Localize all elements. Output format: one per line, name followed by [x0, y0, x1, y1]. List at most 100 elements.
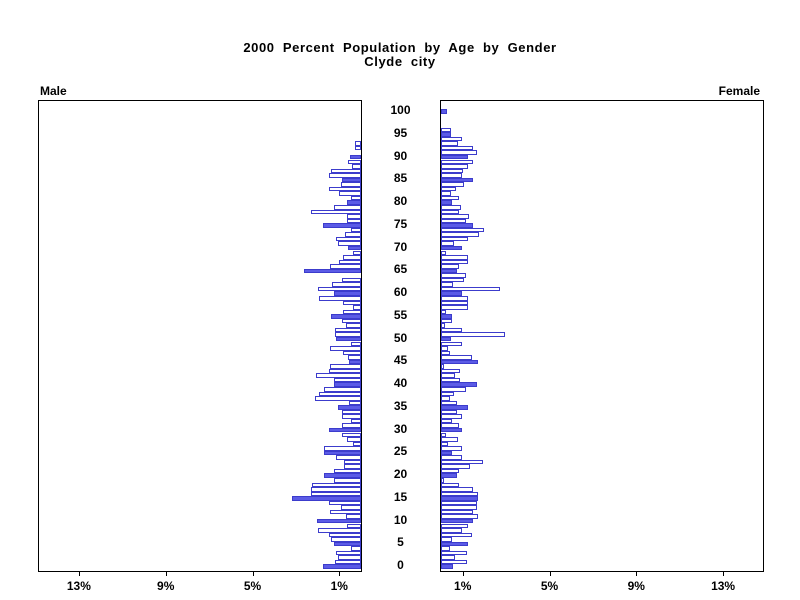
female-bar-age-54 — [441, 318, 452, 324]
female-bar-age-1 — [441, 559, 467, 565]
male-bar-age-68 — [342, 255, 361, 260]
chart-title-line2: Clyde city — [364, 54, 436, 69]
age-axis-label-75: 75 — [393, 216, 408, 231]
male-axis-tick-label-5: 5% — [243, 579, 262, 593]
female-bar-age-22 — [441, 464, 471, 469]
female-bar-age-45 — [441, 359, 478, 365]
female-bar-age-35 — [441, 405, 468, 410]
male-axis-tick-1 — [339, 571, 341, 576]
female-bar-age-51 — [441, 332, 505, 337]
female-bar-age-50 — [441, 336, 451, 342]
female-bar-age-94 — [441, 136, 463, 142]
female-bar-age-25 — [441, 450, 452, 456]
female-bar-age-69 — [441, 250, 446, 256]
age-axis-label-100: 100 — [390, 103, 411, 118]
male-bar-age-65 — [303, 268, 361, 274]
male-bar-age-45 — [349, 359, 361, 365]
male-bar-age-24 — [336, 455, 361, 460]
male-axis-tick-5 — [252, 571, 254, 576]
male-bar-age-43 — [329, 368, 361, 374]
female-bar-age-30 — [441, 427, 463, 433]
age-axis-label-15: 15 — [393, 489, 408, 504]
male-bar-age-40 — [333, 382, 361, 387]
female-bar-age-61 — [441, 286, 501, 292]
female-bar-age-13 — [441, 505, 477, 510]
age-axis-label-35: 35 — [393, 398, 408, 413]
male-bar-age-59 — [318, 296, 361, 301]
female-bar-age-88 — [441, 164, 468, 169]
female-bar-age-62 — [441, 282, 453, 287]
male-bar-age-33 — [341, 414, 361, 419]
age-axis-label-85: 85 — [393, 171, 408, 186]
male-bar-age-2 — [337, 555, 361, 560]
age-axis-label-80: 80 — [393, 194, 408, 209]
female-bar-age-59 — [441, 296, 468, 301]
female-bar-age-0 — [441, 564, 453, 569]
male-bar-age-72 — [336, 236, 361, 242]
male-bar-age-29 — [341, 432, 361, 438]
female-bar-age-100 — [441, 109, 448, 114]
male-bar-age-19 — [334, 478, 361, 483]
female-bar-age-36 — [441, 400, 457, 406]
male-bar-age-75 — [322, 223, 361, 228]
male-bar-age-14 — [329, 500, 361, 506]
male-bar-age-76 — [346, 218, 361, 224]
male-bar-age-0 — [322, 564, 361, 569]
female-bar-age-58 — [441, 300, 469, 306]
male-bar-age-37 — [315, 396, 361, 401]
female-bar-age-49 — [441, 341, 463, 347]
female-bar-age-90 — [441, 154, 468, 160]
age-axis-label-50: 50 — [393, 330, 408, 345]
female-bar-age-24 — [441, 455, 463, 460]
female-bar-age-78 — [441, 209, 459, 215]
age-axis-label-60: 60 — [393, 285, 408, 300]
female-bar-age-5 — [441, 541, 468, 547]
male-bar-age-16 — [311, 491, 361, 497]
female-bar-age-86 — [441, 173, 463, 178]
male-bar-age-26 — [323, 446, 361, 451]
age-axis-label-95: 95 — [393, 125, 408, 140]
female-bar-age-48 — [441, 346, 448, 351]
female-bar-age-14 — [441, 500, 477, 506]
female-bar-age-16 — [441, 491, 478, 497]
male-bar-age-6 — [331, 537, 361, 542]
female-bar-age-74 — [441, 227, 485, 233]
female-plot-area: 1% 5% 9% 13% — [440, 100, 764, 593]
female-bar-age-85 — [441, 177, 473, 183]
female-bar-age-42 — [441, 373, 456, 378]
male-bar-age-77 — [346, 214, 361, 219]
age-axis-label-30: 30 — [393, 421, 408, 436]
female-side-label: Female — [718, 84, 760, 98]
female-bar-age-80 — [441, 200, 452, 205]
male-bar-age-73 — [344, 232, 361, 237]
age-axis-label-0: 0 — [397, 558, 404, 573]
female-bar-age-44 — [441, 364, 445, 369]
male-bar-age-79 — [334, 205, 361, 210]
male-bar-age-88 — [352, 164, 361, 169]
male-bar-age-41 — [333, 377, 361, 383]
male-bar-age-60 — [334, 291, 361, 296]
female-bar-age-33 — [441, 414, 463, 419]
age-axis-label-25: 25 — [393, 444, 408, 459]
female-bar-age-81 — [441, 195, 460, 201]
male-bar-age-61 — [317, 286, 361, 292]
male-bar-age-66 — [329, 264, 361, 269]
male-bar-age-46 — [347, 355, 361, 360]
age-axis-label-40: 40 — [393, 376, 408, 391]
male-bar-age-70 — [348, 245, 361, 251]
male-axis-tick-13 — [78, 571, 80, 576]
female-bar-age-23 — [441, 459, 483, 465]
male-bar-age-53 — [346, 323, 361, 328]
female-bar-age-43 — [441, 368, 461, 374]
male-bar-age-17 — [311, 487, 361, 492]
female-bar-age-91 — [441, 150, 478, 155]
male-bar-age-69 — [353, 250, 361, 256]
female-bar-age-34 — [441, 409, 457, 415]
male-bar-age-67 — [339, 259, 361, 265]
age-axis-label-5: 5 — [397, 535, 404, 550]
female-bar-age-21 — [441, 468, 459, 474]
female-bar-age-73 — [441, 232, 479, 237]
female-bar-age-76 — [441, 218, 466, 224]
male-axis-tick-label-9: 9% — [157, 579, 175, 593]
male-bar-age-13 — [341, 505, 361, 510]
